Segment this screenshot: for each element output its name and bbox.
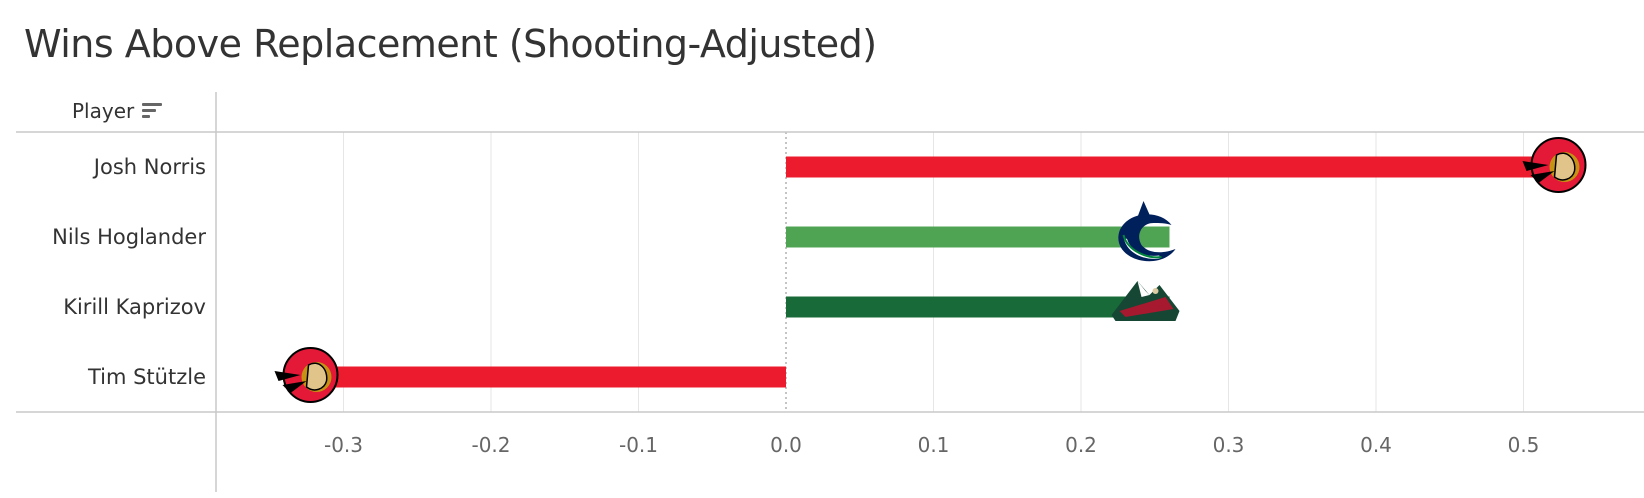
senators-helmet <box>305 362 328 391</box>
player-label: Josh Norris <box>92 155 206 179</box>
x-tick-label: -0.1 <box>619 433 658 457</box>
canucks-green-stripe <box>1122 234 1162 259</box>
x-tick-label: 0.1 <box>918 433 950 457</box>
x-tick-label: -0.2 <box>471 433 510 457</box>
bar-kirill-kaprizov[interactable] <box>786 296 1170 318</box>
senators-plume <box>274 371 301 381</box>
bar-josh-norris[interactable] <box>786 156 1583 178</box>
wild-snowcap <box>1137 281 1150 297</box>
x-tick-label: 0.2 <box>1065 433 1097 457</box>
player-column-header[interactable]: Player <box>72 99 163 123</box>
chart-title: Wins Above Replacement (Shooting-Adjuste… <box>24 22 877 66</box>
team-logo-icon-vancouver-canucks <box>1118 201 1176 262</box>
team-logo-icon-ottawa-senators <box>1522 137 1587 193</box>
team-logo-icon-minnesota-wild <box>1111 281 1180 321</box>
bar-nils-hoglander[interactable] <box>786 226 1170 248</box>
x-tick-label: 0.5 <box>1508 433 1540 457</box>
wild-red-band <box>1119 297 1174 317</box>
player-label: Kirill Kaprizov <box>63 295 206 319</box>
team-logo-icon-ottawa-senators <box>274 347 339 403</box>
canucks-fin <box>1137 201 1152 219</box>
x-tick-label: 0.3 <box>1213 433 1245 457</box>
sort-icon[interactable] <box>142 102 163 120</box>
player-header-label: Player <box>72 99 135 123</box>
x-tick-label: 0.0 <box>770 433 802 457</box>
bar-tim-st-tzle[interactable] <box>284 366 787 388</box>
x-tick-label: -0.3 <box>324 433 363 457</box>
player-label: Nils Hoglander <box>52 225 206 249</box>
senators-plume <box>1522 161 1549 171</box>
player-label: Tim Stützle <box>87 365 206 389</box>
senators-helmet <box>1553 152 1576 181</box>
wild-moon <box>1152 288 1159 294</box>
senators-plume-2 <box>282 381 307 393</box>
x-tick-label: 0.4 <box>1360 433 1392 457</box>
senators-plume-2 <box>1530 171 1555 183</box>
